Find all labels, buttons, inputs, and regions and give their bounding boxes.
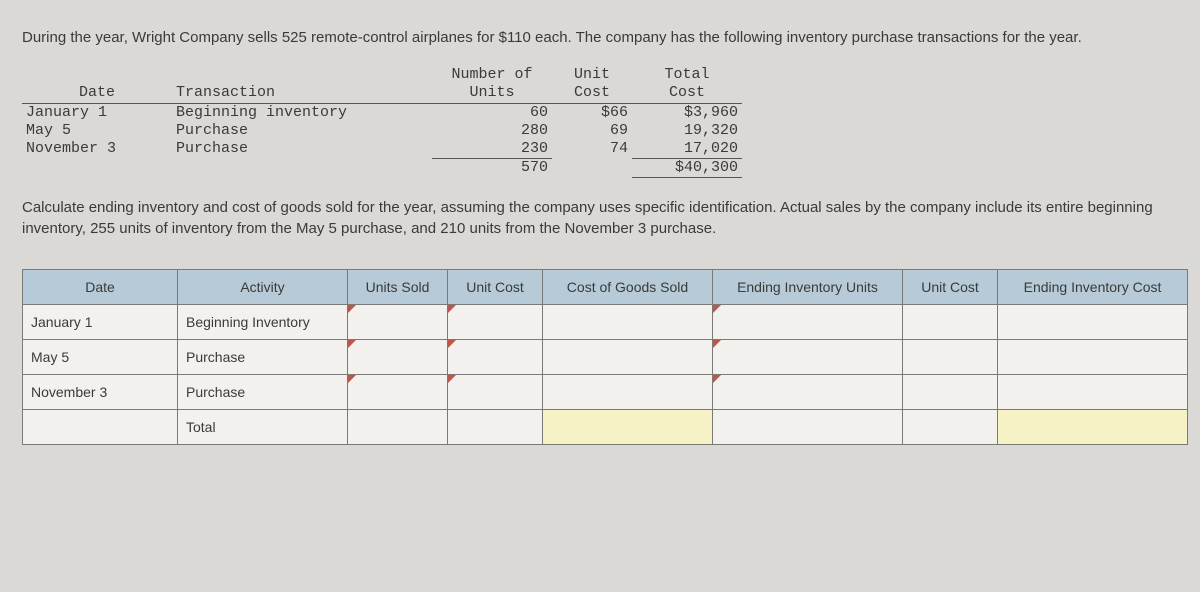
inv-tx: Beginning inventory [172,104,432,122]
inv-tc: 17,020 [632,140,742,158]
inv-units: 230 [432,140,552,158]
inv-date: January 1 [22,104,172,122]
ans-date-cell: November 3 [23,374,178,409]
unit-cost-input[interactable] [448,374,543,409]
ending-units-total [713,409,903,444]
units-sold-input[interactable] [348,374,448,409]
inv-hdr-unitcost-l1: Unit [552,66,632,84]
inv-date: November 3 [22,140,172,158]
unit-cost-input[interactable] [448,304,543,339]
ans-activity-cell: Beginning Inventory [178,304,348,339]
inv-date: May 5 [22,122,172,140]
unit-cost2-cell[interactable] [903,304,998,339]
inv-units: 280 [432,122,552,140]
ending-units-input[interactable] [713,339,903,374]
ans-date-cell: May 5 [23,339,178,374]
inv-hdr-date: Date [22,84,172,104]
inv-hdr-units-l2: Units [432,84,552,104]
unit-cost2-total [903,409,998,444]
inv-tx: Purchase [172,140,432,158]
ans-hdr-unit-cost: Unit Cost [448,269,543,304]
ending-units-input[interactable] [713,374,903,409]
ending-units-input[interactable] [713,304,903,339]
cogs-cell[interactable] [543,304,713,339]
ans-hdr-eiu: Ending Inventory Units [713,269,903,304]
inv-hdr-unitcost-l2: Cost [552,84,632,104]
ending-cost-cell[interactable] [998,374,1188,409]
ending-cost-cell[interactable] [998,339,1188,374]
ans-hdr-activity: Activity [178,269,348,304]
problem-intro: During the year, Wright Company sells 52… [22,28,1178,48]
ans-total-row: Total [23,409,1188,444]
ans-hdr-date: Date [23,269,178,304]
inv-tc: 19,320 [632,122,742,140]
inventory-table: Number of Unit Total Date Transaction Un… [22,66,1178,178]
inv-tx: Purchase [172,122,432,140]
cogs-total [543,409,713,444]
unit-cost-total [448,409,543,444]
cogs-cell[interactable] [543,374,713,409]
ans-hdr-units-sold: Units Sold [348,269,448,304]
inv-tc: $3,960 [632,104,742,122]
inv-uc: $66 [552,104,632,122]
inv-hdr-tx: Transaction [172,84,432,104]
inv-hdr-totalcost-l2: Cost [632,84,742,104]
inv-total-units: 570 [432,158,552,178]
ans-hdr-eic: Ending Inventory Cost [998,269,1188,304]
ans-activity-cell: Purchase [178,339,348,374]
inv-total-cost: $40,300 [632,158,742,178]
ans-activity-cell: Purchase [178,374,348,409]
units-sold-total [348,409,448,444]
ending-cost-cell[interactable] [998,304,1188,339]
ans-hdr-unit-cost2: Unit Cost [903,269,998,304]
ans-activity-cell: Total [178,409,348,444]
inv-hdr-totalcost-l1: Total [632,66,742,84]
unit-cost2-cell[interactable] [903,374,998,409]
inv-uc: 74 [552,140,632,158]
units-sold-input[interactable] [348,304,448,339]
ans-date-cell [23,409,178,444]
answer-table: Date Activity Units Sold Unit Cost Cost … [22,269,1188,445]
inv-hdr-units-l1: Number of [432,66,552,84]
ans-row: January 1 Beginning Inventory [23,304,1188,339]
ending-cost-total [998,409,1188,444]
ans-hdr-cogs: Cost of Goods Sold [543,269,713,304]
inv-uc: 69 [552,122,632,140]
ans-row: November 3 Purchase [23,374,1188,409]
ans-date-cell: January 1 [23,304,178,339]
inv-units: 60 [432,104,552,122]
unit-cost-input[interactable] [448,339,543,374]
unit-cost2-cell[interactable] [903,339,998,374]
units-sold-input[interactable] [348,339,448,374]
ans-row: May 5 Purchase [23,339,1188,374]
cogs-cell[interactable] [543,339,713,374]
problem-prompt: Calculate ending inventory and cost of g… [22,198,1178,239]
